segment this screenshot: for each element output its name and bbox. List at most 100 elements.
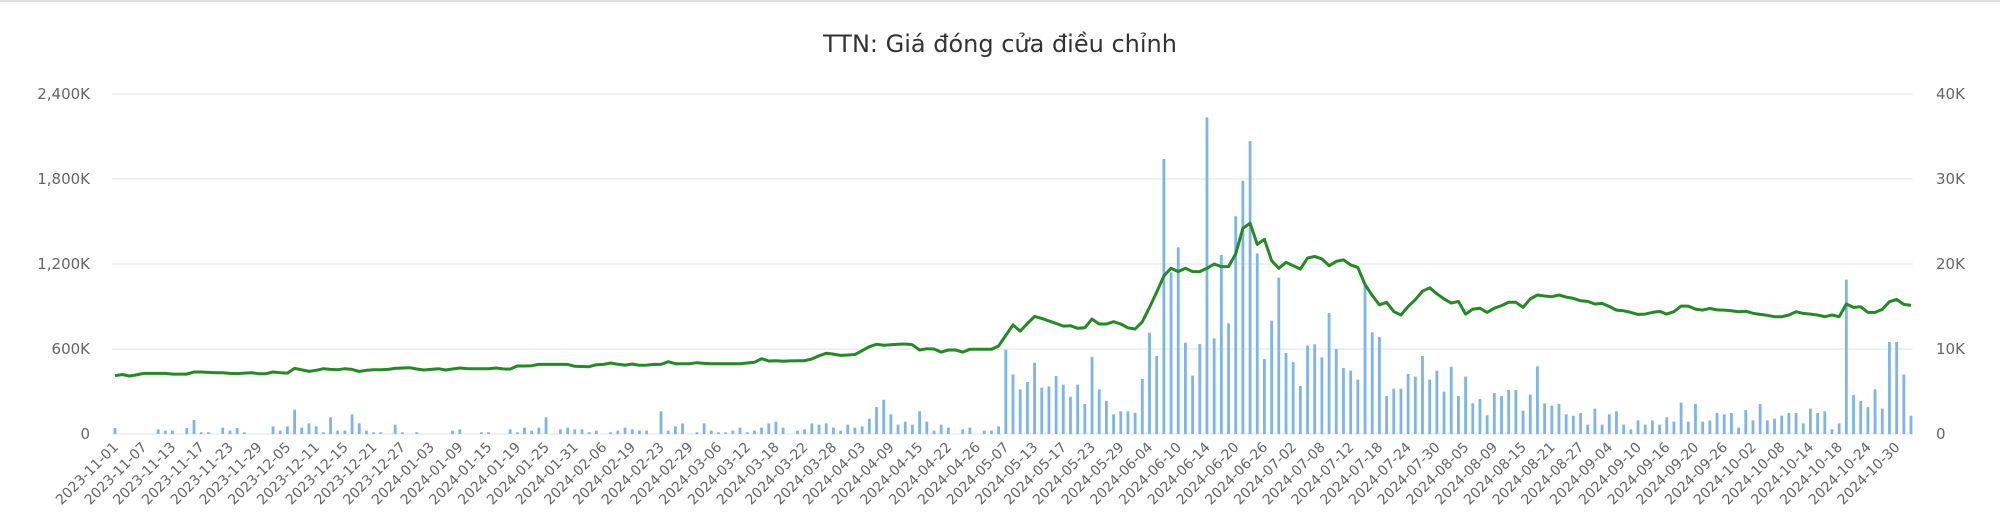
volume-bar bbox=[1234, 216, 1238, 434]
right-tick-label: 30K bbox=[1936, 170, 1966, 188]
volume-bar bbox=[889, 414, 893, 434]
right-axis: 0 10K 20K 30K 40K bbox=[1936, 85, 1966, 443]
volume-bar bbox=[1758, 403, 1762, 434]
volume-bar bbox=[1291, 362, 1295, 434]
volume-bar bbox=[1765, 420, 1769, 434]
volume-bar bbox=[1909, 415, 1913, 434]
volume-bar bbox=[1104, 400, 1108, 434]
volume-bar bbox=[1830, 429, 1834, 434]
volume-bar bbox=[307, 423, 311, 434]
left-tick-label: 0 bbox=[80, 425, 90, 443]
volume-bar bbox=[1040, 387, 1044, 434]
volume-bar bbox=[1471, 403, 1475, 434]
volume-bar bbox=[738, 427, 742, 434]
volume-bar bbox=[393, 424, 397, 434]
volume-bar bbox=[1421, 355, 1424, 434]
volume-bar bbox=[559, 429, 562, 434]
volume-bar bbox=[1155, 355, 1159, 434]
volume-bar bbox=[1622, 424, 1626, 434]
volume-bar bbox=[221, 427, 225, 434]
volume-bar bbox=[228, 430, 232, 434]
volume-bar bbox=[1485, 415, 1489, 434]
volume-bar bbox=[544, 417, 548, 434]
volume-bar bbox=[1557, 403, 1561, 434]
volume-bar bbox=[1773, 418, 1776, 434]
volume-bar bbox=[1744, 410, 1748, 434]
volume-bar bbox=[530, 430, 534, 434]
volume-bar bbox=[206, 432, 210, 434]
volume-bar bbox=[1162, 159, 1166, 434]
volume-bar bbox=[1852, 395, 1855, 434]
volume-bar bbox=[767, 423, 771, 434]
volume-bar bbox=[1550, 405, 1554, 434]
volume-bar bbox=[573, 429, 577, 434]
volume-bar bbox=[508, 429, 512, 434]
volume-bar bbox=[1327, 313, 1331, 434]
volume-bar bbox=[1816, 413, 1820, 434]
volume-bar bbox=[1011, 374, 1015, 434]
volume-bar bbox=[350, 414, 354, 434]
volume-bar bbox=[774, 421, 778, 434]
volume-bar bbox=[594, 430, 598, 434]
volume-bar bbox=[1090, 356, 1094, 434]
volume-bar bbox=[1370, 332, 1374, 434]
volume-bar bbox=[156, 429, 160, 434]
volume-bar bbox=[939, 424, 943, 434]
volume-bar bbox=[860, 426, 864, 434]
volume-bar bbox=[1579, 413, 1582, 434]
volume-bar bbox=[1313, 344, 1317, 434]
volume-bars bbox=[113, 117, 1913, 435]
volume-bar bbox=[1363, 285, 1367, 434]
volume-bar bbox=[932, 430, 936, 434]
left-axis: 0 600K 1,200K 1,800K 2,400K bbox=[37, 85, 91, 443]
volume-bar bbox=[946, 427, 950, 434]
volume-bar bbox=[832, 427, 835, 434]
volume-bar bbox=[1119, 411, 1123, 434]
volume-bar bbox=[896, 424, 900, 434]
volume-bar bbox=[1701, 421, 1705, 434]
volume-bar bbox=[1507, 389, 1511, 434]
volume-bar bbox=[1629, 429, 1633, 434]
volume-bar bbox=[1873, 389, 1877, 434]
volume-bar bbox=[587, 432, 591, 434]
volume-bar bbox=[1033, 362, 1036, 434]
volume-bar bbox=[1708, 420, 1712, 434]
volume-bar bbox=[1521, 410, 1525, 434]
volume-bar bbox=[357, 423, 361, 434]
volume-bar bbox=[1306, 345, 1309, 434]
volume-bar bbox=[1205, 117, 1209, 434]
volume-bar bbox=[961, 429, 965, 434]
volume-bar bbox=[1004, 349, 1008, 434]
chart-title: TTN: Giá đóng cửa điều chỉnh bbox=[822, 30, 1177, 58]
volume-bar bbox=[810, 423, 814, 434]
volume-bar bbox=[1679, 402, 1683, 434]
volume-bar bbox=[300, 427, 304, 434]
volume-bar bbox=[695, 432, 699, 434]
volume-bar bbox=[1406, 373, 1410, 434]
volume-bar bbox=[1694, 403, 1697, 434]
volume-bar bbox=[1500, 396, 1503, 434]
volume-bar bbox=[803, 429, 807, 434]
volume-bar bbox=[365, 430, 368, 434]
volume-bar bbox=[645, 430, 649, 434]
volume-bar bbox=[1277, 277, 1281, 434]
volume-bar bbox=[666, 430, 670, 434]
right-tick-label: 40K bbox=[1936, 85, 1966, 103]
volume-bar bbox=[1665, 417, 1669, 434]
volume-bar bbox=[1270, 320, 1274, 434]
volume-bar bbox=[1184, 342, 1187, 434]
volume-bar bbox=[1263, 359, 1266, 434]
volume-bar bbox=[1392, 388, 1396, 434]
right-tick-label: 0 bbox=[1936, 425, 1946, 443]
x-axis: 2023-11-012023-11-072023-11-132023-11-17… bbox=[53, 439, 1903, 508]
right-tick-label: 10K bbox=[1936, 340, 1966, 358]
volume-bar bbox=[1356, 379, 1360, 434]
volume-bar bbox=[731, 430, 735, 434]
volume-bar bbox=[1801, 423, 1805, 434]
volume-bar bbox=[343, 430, 347, 434]
volume-bar bbox=[1047, 386, 1051, 434]
volume-bar bbox=[867, 418, 871, 434]
left-tick-label: 600K bbox=[52, 340, 92, 358]
volume-bar bbox=[673, 426, 677, 434]
volume-bar bbox=[293, 409, 296, 434]
